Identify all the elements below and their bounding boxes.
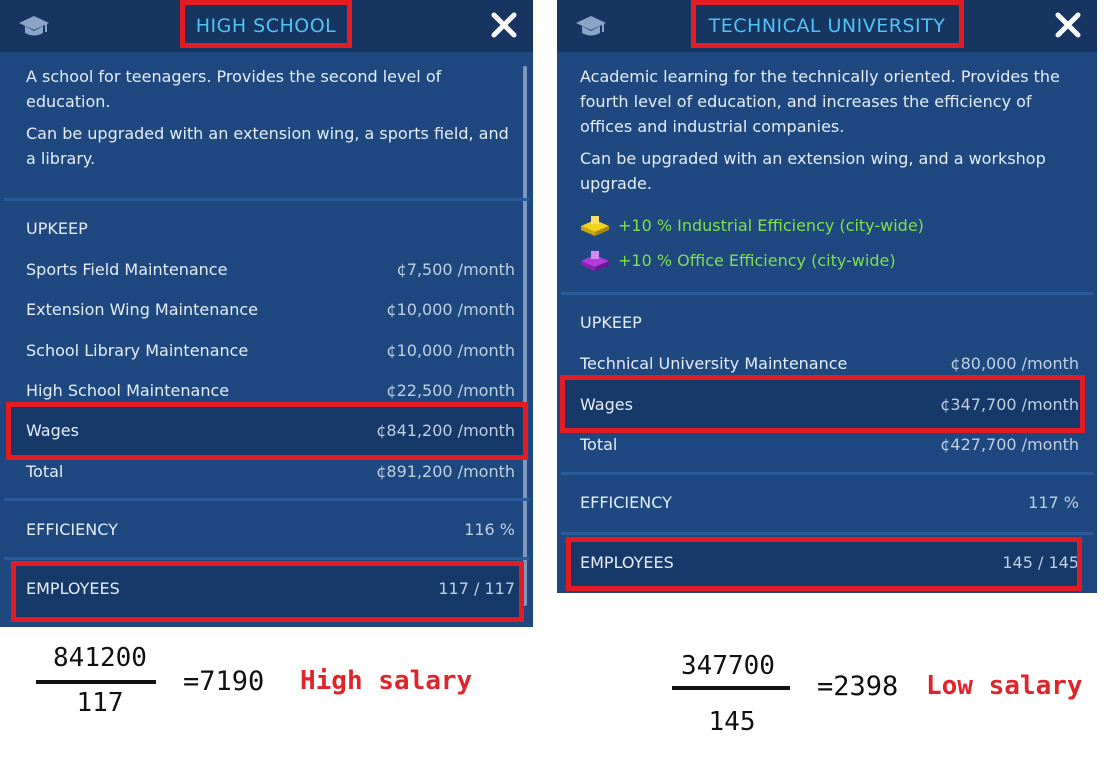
panel-header: HIGH SCHOOL — [0, 0, 533, 52]
employees-value: 145 / 145 — [1002, 553, 1079, 572]
upkeep-value: ¢7,500 /month — [396, 260, 515, 279]
total-value: ¢427,700 /month — [940, 435, 1079, 454]
wages-label: Wages — [26, 421, 79, 440]
wages-value: ¢841,200 /month — [376, 421, 515, 440]
efficiency-row: EFFICIENCY 116 % — [26, 515, 515, 545]
total-label: Total — [26, 462, 64, 481]
employees-label: EMPLOYEES — [580, 553, 674, 572]
graduation-cap-icon — [576, 16, 606, 36]
upkeep-row: High School Maintenance ¢22,500 /month — [26, 376, 515, 406]
close-icon[interactable] — [489, 10, 519, 40]
scrollbar[interactable] — [523, 66, 527, 606]
denominator: 145 — [708, 707, 756, 737]
upkeep-label: Extension Wing Maintenance — [26, 300, 258, 319]
office-efficiency-icon — [581, 251, 609, 271]
upkeep-label: Technical University Maintenance — [580, 354, 848, 373]
efficiency-row: EFFICIENCY 117 % — [580, 488, 1079, 518]
total-label: Total — [580, 435, 618, 454]
upkeep-label: High School Maintenance — [26, 381, 230, 400]
building-description: Academic learning for the technically or… — [580, 64, 1079, 203]
upkeep-title: UPKEEP — [580, 313, 642, 332]
divider — [4, 198, 529, 201]
efficiency-value: 117 % — [1028, 493, 1079, 512]
result: =7190 — [183, 666, 265, 697]
efficiency-value: 116 % — [464, 520, 515, 539]
fraction-bar — [36, 680, 156, 684]
wages-row: Wages ¢347,700 /month — [580, 390, 1079, 420]
employees-row-highlight — [571, 540, 1078, 588]
salary-note: High salary — [300, 666, 473, 696]
employees-row: EMPLOYEES 117 / 117 — [26, 574, 515, 604]
upkeep-row: School Library Maintenance ¢10,000 /mont… — [26, 336, 515, 366]
total-value: ¢891,200 /month — [376, 462, 515, 481]
result: =2398 — [817, 671, 899, 702]
efficiency-label: EFFICIENCY — [580, 493, 672, 512]
description-paragraph: Can be upgraded with an extension wing, … — [26, 124, 509, 168]
close-icon[interactable] — [1053, 10, 1083, 40]
employees-label: EMPLOYEES — [26, 579, 120, 598]
industrial-efficiency-icon — [581, 216, 609, 236]
numerator: 347700 — [681, 651, 775, 681]
upkeep-value: ¢80,000 /month — [950, 354, 1079, 373]
divider — [561, 292, 1093, 295]
numerator: 841200 — [53, 643, 147, 673]
divider — [4, 498, 529, 501]
panel-title: HIGH SCHOOL — [195, 15, 337, 37]
salary-note: Low salary — [926, 671, 1083, 701]
employees-row-highlight — [14, 563, 521, 618]
efficiency-label: EFFICIENCY — [26, 520, 118, 539]
wages-label: Wages — [580, 395, 633, 414]
fraction-bar — [672, 686, 790, 690]
description-paragraph: Academic learning for the technically or… — [580, 67, 1060, 136]
divider — [561, 472, 1093, 475]
panel-title: TECHNICAL UNIVERSITY — [708, 15, 946, 37]
effect-text: +10 % Office Efficiency (city-wide) — [618, 251, 896, 270]
wages-row-highlight — [563, 378, 1080, 430]
total-row: Total ¢427,700 /month — [580, 430, 1079, 460]
technical-university-info-panel: TECHNICAL UNIVERSITY Academic learning f… — [557, 0, 1097, 593]
employees-value: 117 / 117 — [438, 579, 515, 598]
upkeep-row: Extension Wing Maintenance ¢10,000 /mont… — [26, 295, 515, 325]
building-description: A school for teenagers. Provides the sec… — [26, 64, 515, 178]
upkeep-row: Technical University Maintenance ¢80,000… — [580, 349, 1079, 379]
divider — [4, 557, 529, 560]
graduation-cap-icon — [19, 16, 49, 36]
effect-text: +10 % Industrial Efficiency (city-wide) — [618, 216, 924, 235]
upkeep-row: Sports Field Maintenance ¢7,500 /month — [26, 255, 515, 285]
wages-row: Wages ¢841,200 /month — [26, 416, 515, 446]
upkeep-value: ¢10,000 /month — [386, 300, 515, 319]
upkeep-value: ¢10,000 /month — [386, 341, 515, 360]
upkeep-title: UPKEEP — [26, 219, 88, 238]
high-school-info-panel: HIGH SCHOOL A school for teenagers. Prov… — [0, 0, 533, 627]
divider — [561, 532, 1093, 535]
description-paragraph: Can be upgraded with an extension wing, … — [580, 149, 1046, 193]
wages-value: ¢347,700 /month — [940, 395, 1079, 414]
panel-header: TECHNICAL UNIVERSITY — [557, 0, 1097, 52]
employees-row: EMPLOYEES 145 / 145 — [580, 548, 1079, 578]
upkeep-label: School Library Maintenance — [26, 341, 249, 360]
upkeep-value: ¢22,500 /month — [386, 381, 515, 400]
description-paragraph: A school for teenagers. Provides the sec… — [26, 67, 442, 111]
denominator: 117 — [76, 688, 124, 718]
total-row: Total ¢891,200 /month — [26, 457, 515, 487]
wages-row-highlight — [8, 405, 525, 457]
upkeep-label: Sports Field Maintenance — [26, 260, 228, 279]
